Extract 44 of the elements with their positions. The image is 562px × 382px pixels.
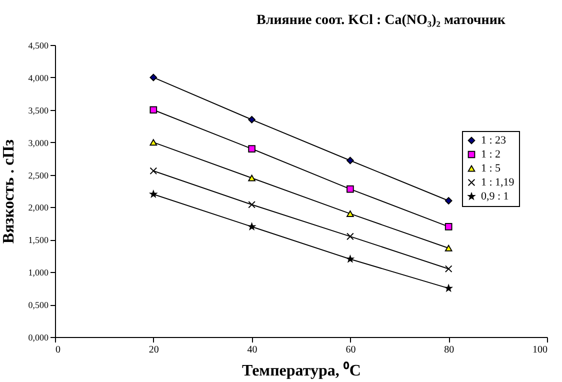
legend-label: 1 : 23 — [481, 134, 507, 146]
point — [150, 74, 158, 82]
y-tick-label: 0,500 — [28, 300, 49, 310]
chart-title: Влияние соот. KCl : Ca(NO₃)₂ маточник — [256, 13, 506, 28]
point — [248, 116, 256, 124]
x-tick-label: 60 — [346, 344, 356, 356]
point — [444, 197, 452, 204]
point — [444, 223, 452, 230]
point — [444, 244, 452, 252]
point — [150, 167, 158, 175]
y-tick-label: 1,000 — [28, 268, 49, 278]
point — [346, 156, 354, 164]
point — [150, 139, 158, 146]
y-tick-label: 1,500 — [28, 235, 49, 246]
y-axis-title: Вязкость . сПз — [0, 138, 18, 244]
point — [444, 265, 452, 273]
legend-label: 1 : 1,19 — [481, 176, 515, 188]
x-tick-label: 40 — [247, 344, 258, 356]
point — [150, 190, 157, 198]
x-tick-label: 100 — [532, 344, 548, 356]
y-tick-label: 4,500 — [28, 40, 49, 50]
y-tick-label: 2,000 — [28, 202, 49, 213]
point — [346, 232, 354, 240]
point — [346, 210, 354, 217]
point — [150, 106, 158, 114]
y-tick-label: 2,500 — [28, 170, 49, 180]
legend-label: 1 : 5 — [481, 162, 502, 174]
point — [248, 223, 256, 230]
y-tick-label: 0,000 — [28, 332, 49, 342]
x-axis-title: Температура, ⁰C — [242, 362, 361, 380]
y-tick-label: 3,500 — [28, 105, 49, 116]
point — [248, 200, 256, 208]
x-tick-label: 20 — [148, 344, 159, 356]
point — [248, 145, 256, 152]
y-tick-label: 4,000 — [28, 72, 49, 83]
point — [346, 255, 354, 262]
x-tick-label: 0 — [56, 344, 60, 356]
point — [248, 174, 256, 182]
x-tick-label: 80 — [444, 344, 454, 356]
point — [445, 284, 452, 292]
y-tick-label: 3,000 — [28, 138, 49, 148]
point — [346, 185, 354, 193]
legend-label: 1 : 2 — [481, 148, 501, 160]
legend-label: 0,9 : 1 — [481, 190, 509, 202]
